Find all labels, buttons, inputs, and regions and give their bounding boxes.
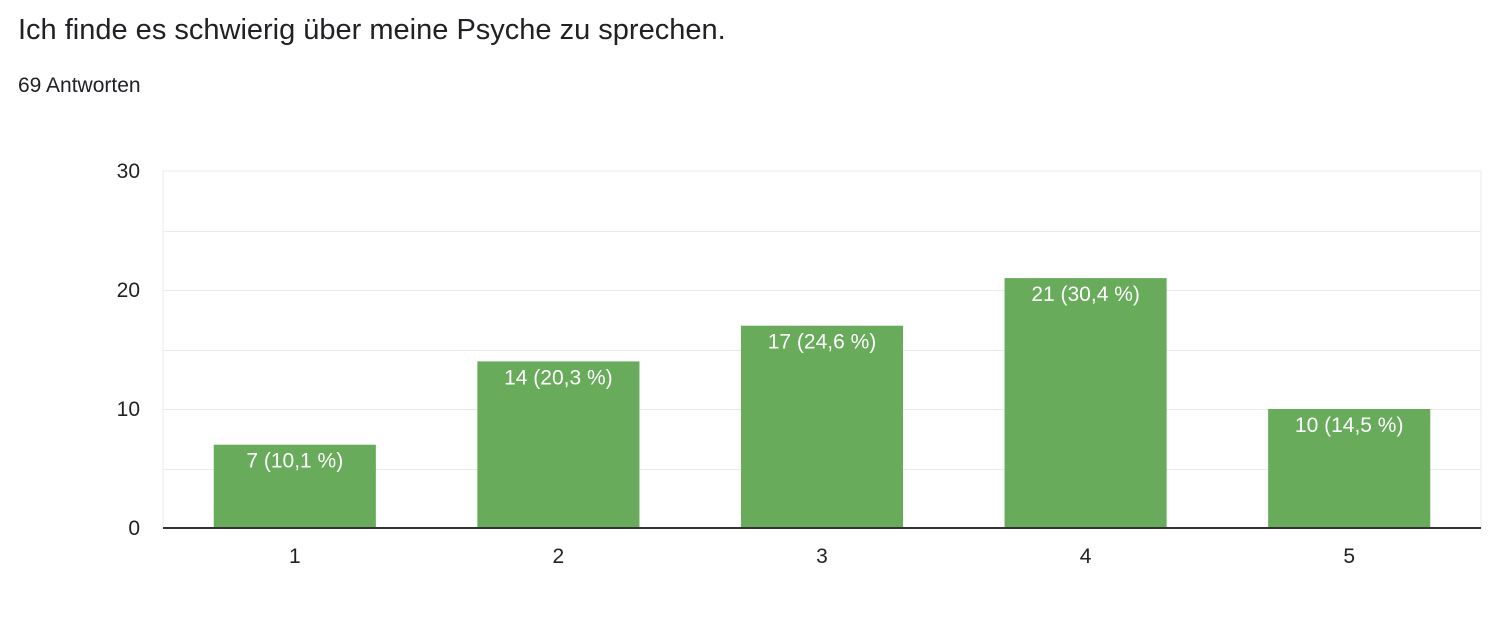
bar-data-label: 21 (30,4 %) bbox=[1031, 283, 1140, 306]
x-tick-label: 2 bbox=[553, 545, 565, 568]
bar-data-label: 14 (20,3 %) bbox=[504, 366, 613, 389]
y-tick-label: 10 bbox=[117, 398, 140, 421]
x-tick-label: 3 bbox=[816, 545, 828, 568]
y-tick-label: 30 bbox=[117, 160, 140, 183]
question-title: Ich finde es schwierig über meine Psyche… bbox=[18, 14, 726, 46]
bar-data-label: 10 (14,5 %) bbox=[1295, 414, 1404, 437]
y-tick-label: 0 bbox=[128, 517, 140, 540]
bar bbox=[213, 444, 376, 528]
response-count: 69 Antworten bbox=[18, 74, 141, 97]
x-axis: 1 2 3 4 5 bbox=[289, 545, 1355, 568]
bars: 7 (10,1 %) 14 (20,3 %) 17 (24,6 %) 21 (30,4… bbox=[213, 278, 1431, 528]
x-tick-label: 1 bbox=[289, 545, 301, 568]
x-tick-label: 5 bbox=[1343, 545, 1355, 568]
y-axis: 0 10 20 30 bbox=[117, 160, 140, 540]
bar bbox=[740, 325, 904, 528]
x-tick-label: 4 bbox=[1080, 545, 1092, 568]
bar-data-label: 7 (10,1 %) bbox=[246, 450, 343, 473]
bar bbox=[477, 361, 640, 528]
bar bbox=[1004, 278, 1167, 528]
bar-data-label: 17 (24,6 %) bbox=[768, 331, 877, 354]
y-tick-label: 20 bbox=[117, 279, 140, 302]
bar bbox=[1268, 409, 1431, 528]
